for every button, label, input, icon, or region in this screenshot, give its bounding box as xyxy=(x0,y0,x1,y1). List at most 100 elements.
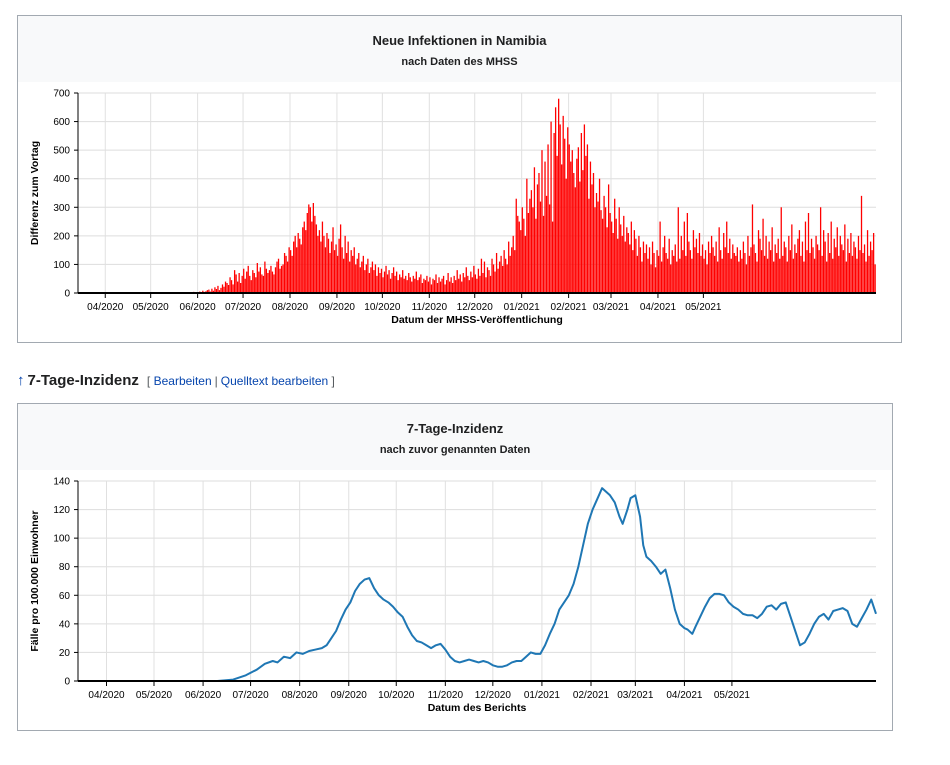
infections-bar xyxy=(561,164,563,293)
infections-bar xyxy=(530,190,533,293)
infections-bar xyxy=(850,233,852,293)
infections-bar xyxy=(538,173,540,293)
infections-bar xyxy=(517,215,519,293)
infections-bar xyxy=(732,244,734,293)
edit-source-link[interactable]: Quelltext bearbeiten xyxy=(220,374,329,388)
infections-bar xyxy=(533,167,536,293)
infections-bar xyxy=(835,247,837,293)
infections-chart-panel: Neue Infektionen in Namibia nach Daten d… xyxy=(17,15,902,343)
infections-bar xyxy=(836,227,838,293)
infections-bar xyxy=(562,115,564,293)
infections-bar xyxy=(680,235,682,293)
infections-bar xyxy=(748,255,751,293)
infections-bar xyxy=(756,261,758,293)
infections-bar xyxy=(686,213,689,293)
infections-bar xyxy=(667,258,669,293)
infections-bar xyxy=(848,253,851,293)
infections-bar xyxy=(523,218,525,293)
infections-x-tick-label: 02/2021 xyxy=(551,302,588,313)
infections-bar xyxy=(211,288,213,293)
infections-y-tick-label: 400 xyxy=(53,174,70,185)
infections-bar xyxy=(497,268,499,293)
infections-bar xyxy=(859,250,861,293)
infections-bar xyxy=(279,268,281,293)
infections-bar xyxy=(564,138,566,293)
infections-bar xyxy=(792,258,795,293)
infections-bar xyxy=(553,133,555,293)
infections-bar xyxy=(323,235,325,293)
infections-bar xyxy=(495,253,498,293)
infections-bar xyxy=(832,258,834,293)
edit-link[interactable]: Bearbeiten xyxy=(153,374,212,388)
infections-bar xyxy=(433,280,436,293)
infections-bar xyxy=(473,265,475,293)
infections-bar xyxy=(453,275,455,293)
infections-bar xyxy=(753,244,755,293)
infections-bar xyxy=(806,250,808,293)
infections-bar xyxy=(514,250,516,293)
infections-bar xyxy=(379,273,381,293)
infections-bar xyxy=(821,255,823,293)
infections-bar xyxy=(570,161,572,293)
infections-bar xyxy=(464,277,466,293)
infections-bar xyxy=(344,235,346,293)
infections-bar xyxy=(224,281,227,293)
infections-bar xyxy=(240,283,242,293)
infections-bar xyxy=(352,255,354,293)
infections-bar xyxy=(350,250,352,293)
infections-bar xyxy=(712,247,714,293)
infections-bar xyxy=(342,258,345,293)
infections-bar xyxy=(771,227,773,293)
infections-bar xyxy=(839,235,841,293)
infections-bar xyxy=(559,124,561,294)
infections-bar xyxy=(856,258,858,293)
infections-bar xyxy=(615,218,617,293)
infections-bar xyxy=(518,221,520,293)
infections-bar xyxy=(706,264,708,293)
infections-bar xyxy=(482,273,484,293)
incidence-y-tick-label: 120 xyxy=(53,505,70,516)
infections-bar xyxy=(303,221,305,293)
incidence-x-tick-label: 10/2020 xyxy=(378,690,415,701)
infections-bar xyxy=(483,261,486,293)
infections-bar xyxy=(629,244,631,293)
infections-bar xyxy=(365,264,367,293)
infections-bar xyxy=(370,267,372,293)
infections-bar xyxy=(700,255,702,293)
infections-bar xyxy=(565,178,567,293)
infections-bar xyxy=(227,285,230,293)
infections-bar xyxy=(577,147,579,293)
infections-bar xyxy=(558,98,560,294)
infections-bar xyxy=(571,150,573,293)
infections-bar xyxy=(624,241,626,293)
infections-bar xyxy=(277,258,280,293)
incidence-x-tick-label: 04/2020 xyxy=(88,690,125,701)
infections-bar xyxy=(218,290,221,293)
back-to-top-arrow-icon[interactable]: ↑ xyxy=(17,372,25,389)
infections-bar xyxy=(462,273,464,293)
incidence-chart-subtitle: nach zuvor genannten Daten xyxy=(379,444,531,456)
infections-bar xyxy=(857,235,860,293)
infections-bar xyxy=(267,273,269,293)
infections-bar xyxy=(598,178,601,293)
infections-bar xyxy=(545,195,548,293)
incidence-x-tick-label: 03/2021 xyxy=(617,690,654,701)
infections-bar xyxy=(729,238,731,293)
infections-bar xyxy=(309,207,311,293)
infections-bar xyxy=(508,241,510,293)
infections-bar xyxy=(653,253,655,293)
infections-bar xyxy=(332,227,334,293)
infections-bar xyxy=(314,215,316,293)
infections-bar xyxy=(373,270,375,293)
infections-bar xyxy=(306,213,308,293)
infections-bar xyxy=(235,274,237,293)
infections-bar xyxy=(638,235,640,293)
infections-bar xyxy=(674,244,676,293)
infections-bar xyxy=(288,247,290,293)
infections-bar xyxy=(568,144,570,293)
infections-bar xyxy=(392,267,395,293)
infections-bar xyxy=(291,255,293,293)
infections-bar xyxy=(330,241,333,293)
infections-bar xyxy=(417,280,419,293)
infections-bar xyxy=(582,170,584,293)
